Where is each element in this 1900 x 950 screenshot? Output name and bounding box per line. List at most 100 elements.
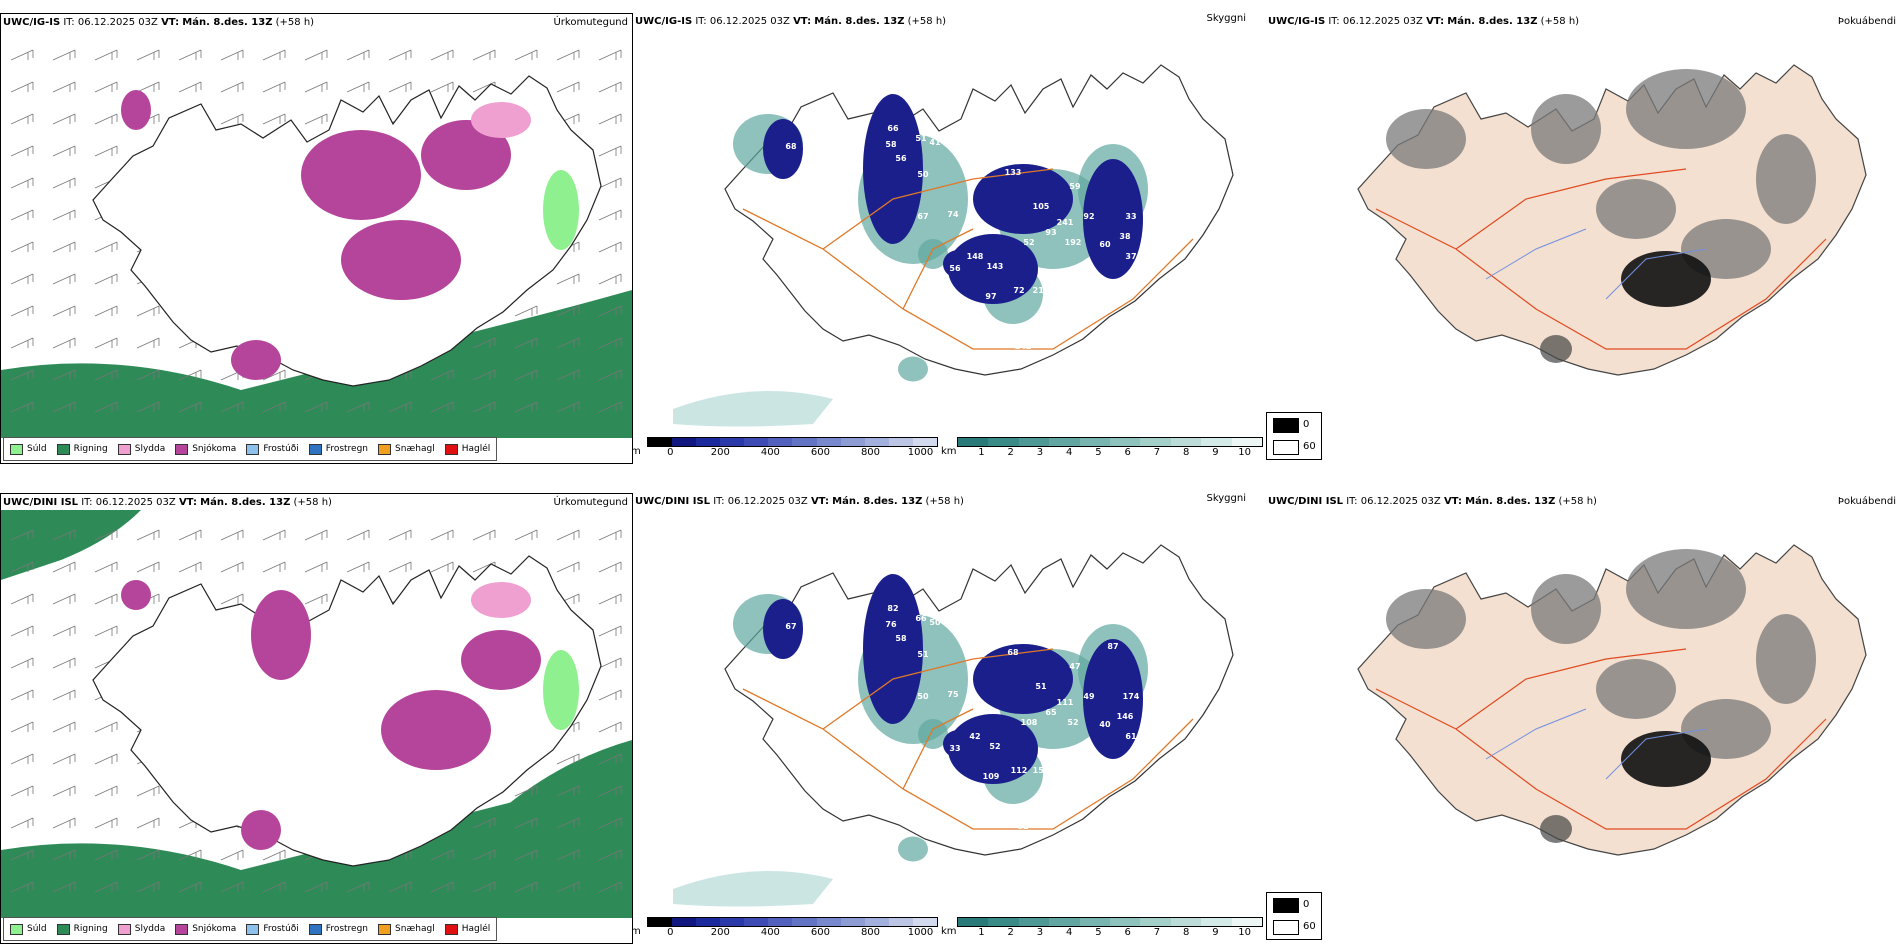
fog-indicator-area	[1386, 109, 1466, 169]
wind-barb	[178, 881, 202, 893]
visibility-value-label: 33	[1125, 212, 1136, 221]
snowfall-area	[461, 630, 541, 690]
colorbar-tick-label: 9	[1212, 927, 1219, 938]
colorbar-segment	[816, 918, 841, 926]
colorbar-strip	[647, 917, 938, 927]
colorbar-segment	[1140, 438, 1171, 446]
legend-item: Slydda	[117, 923, 166, 935]
wind-barb	[556, 49, 580, 61]
fog-legend-label-0: 0	[1303, 419, 1310, 430]
legend-label: Frostúði	[263, 444, 299, 454]
colorbar-segment	[1079, 918, 1111, 926]
legend-label: Frostregn	[325, 444, 369, 454]
wind-barb	[94, 49, 118, 61]
colorbar-segment	[672, 438, 697, 446]
wind-barb	[598, 273, 622, 285]
visibility-value-label: 68	[837, 687, 849, 696]
wind-barb	[178, 49, 202, 61]
visibility-value-label: 65	[849, 622, 861, 631]
visibility-value-label: 49	[1083, 692, 1095, 701]
legend-label: Haglél	[461, 444, 491, 454]
wind-barb	[94, 561, 118, 573]
legend-label: Snjókoma	[192, 444, 237, 454]
wind-barb	[94, 81, 118, 93]
legend-label: Slydda	[134, 924, 166, 934]
visibility-value-label: 192	[1065, 238, 1082, 247]
fog-indicator-area	[1531, 94, 1601, 164]
legend-swatch	[175, 923, 189, 935]
sea-rain-area	[1, 290, 632, 438]
legend-swatch	[444, 443, 458, 455]
visibility-value-label: 140	[775, 100, 792, 109]
wind-barb	[52, 145, 76, 157]
sleet-area	[471, 102, 531, 138]
low-visibility-area	[918, 719, 948, 749]
colorbar-tick-label: 8	[1182, 447, 1190, 458]
visibility-value-label: 142	[1015, 342, 1032, 351]
wind-barb	[472, 881, 496, 893]
colorbar-tick-label: 5	[1095, 447, 1102, 458]
colorbar-tick-label: 0	[667, 927, 674, 938]
wind-barb	[598, 753, 622, 765]
visibility-value-label: 118	[1059, 752, 1076, 761]
wind-barb	[10, 657, 34, 669]
visibility-value-label: 133	[1005, 168, 1022, 177]
wind-barb	[10, 145, 34, 157]
wind-barb	[598, 209, 622, 221]
wind-barb	[178, 369, 202, 381]
wind-barb	[346, 881, 370, 893]
wind-barb	[388, 529, 412, 541]
wind-barb	[346, 561, 370, 573]
wind-barb	[52, 625, 76, 637]
wind-barb	[430, 401, 454, 413]
colorbar-segment	[696, 438, 721, 446]
fog-legend-label-60: 60	[1303, 921, 1316, 932]
visibility-value-label: 70	[1005, 116, 1017, 125]
colorbar-tick-label: 10	[1238, 927, 1251, 938]
wind-barb	[262, 849, 286, 861]
colorbar-tick-label: 3	[1036, 927, 1044, 938]
terrain-height-colorbar: m 0 200 400 600 800 1000	[633, 917, 938, 938]
colorbar-tick-label: 400	[760, 447, 780, 458]
visibility-value-label: 72	[797, 657, 808, 666]
wind-barb	[178, 529, 202, 541]
high-terrain-area	[763, 599, 803, 659]
visibility-value-label: 11	[797, 177, 809, 186]
colorbar-ticks: 0 200 400 600 800 1000	[647, 447, 938, 459]
legend-swatch	[246, 923, 260, 935]
wind-barb	[136, 337, 160, 349]
wind-barb	[514, 401, 538, 413]
wind-barb	[556, 529, 580, 541]
wind-barb	[10, 689, 34, 701]
wind-barb	[346, 49, 370, 61]
legend-item: Frostregn	[308, 923, 369, 935]
panel-header: UWC/IG-IS IT: 06.12.2025 03Z VT: Mán. 8.…	[3, 17, 315, 28]
wind-barb	[598, 49, 622, 61]
fog-indicator-area	[1626, 549, 1746, 629]
colorbar-segment	[1079, 438, 1111, 446]
wind-barb	[514, 785, 538, 797]
visibility-value-label: 105	[1033, 202, 1050, 211]
precip-type-map	[1, 49, 632, 438]
visibility-value-label: 59	[1055, 328, 1067, 337]
legend-label: Frostregn	[325, 924, 369, 934]
wind-barb	[94, 881, 118, 893]
colorbar-tick-label: 5	[1095, 927, 1102, 938]
snowfall-area	[251, 590, 311, 680]
fog-indicator-area	[1626, 69, 1746, 149]
wind-barb	[10, 753, 34, 765]
wind-barb	[52, 305, 76, 317]
panel-header: UWC/IG-IS IT: 06.12.2025 03Z VT: Mán. 8.…	[1268, 16, 1580, 27]
visibility-value-label: 111	[1057, 698, 1074, 707]
wind-barb	[346, 81, 370, 93]
snowfall-area	[231, 340, 281, 380]
wind-barb	[220, 529, 244, 541]
visibility-value-label: 52	[1067, 718, 1078, 727]
fog-legend: 0 60	[1266, 892, 1322, 940]
visibility-colorbar: km 1 2 3 4 5 6 7 8 9 10	[941, 917, 1263, 938]
wind-barb	[178, 849, 202, 861]
wind-barb	[430, 849, 454, 861]
colorbar-segment	[792, 438, 817, 446]
